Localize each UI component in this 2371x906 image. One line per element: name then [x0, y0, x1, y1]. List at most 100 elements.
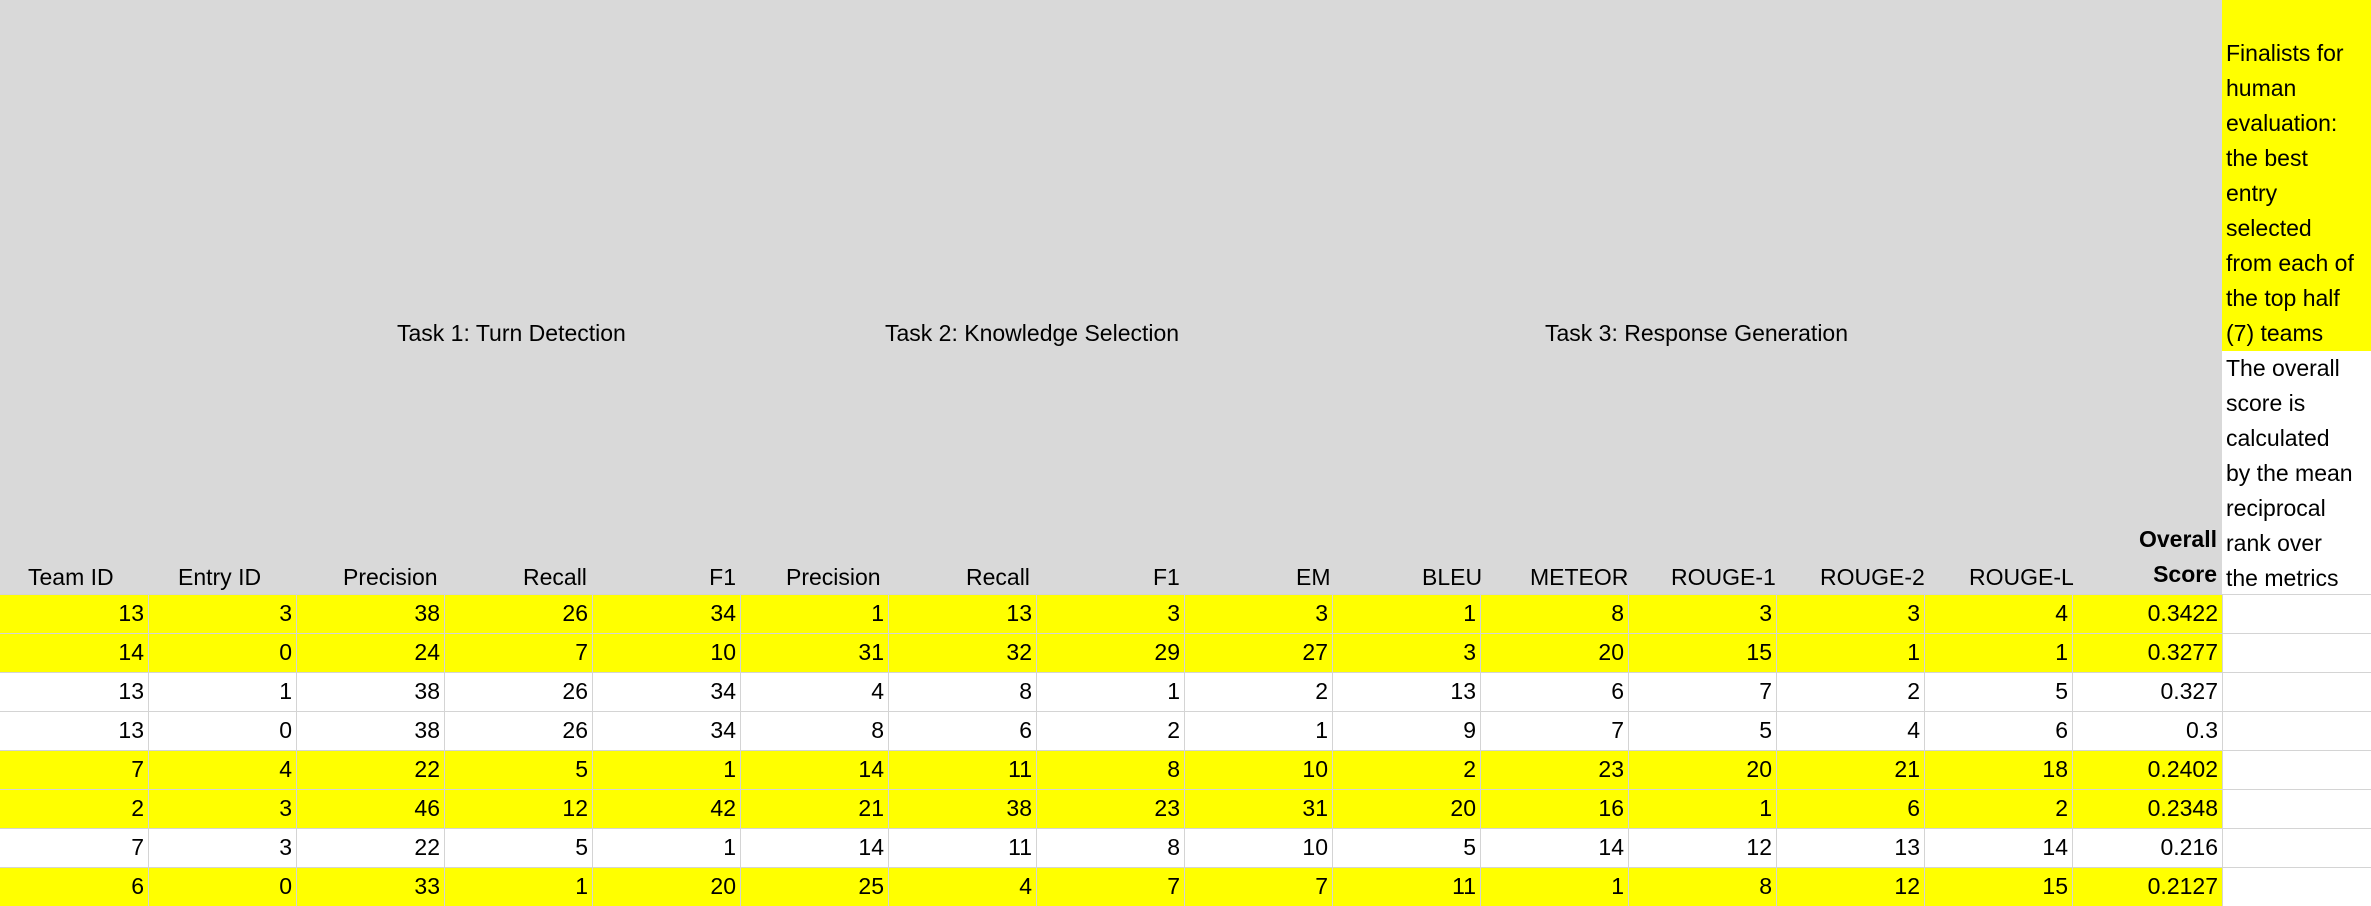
table-row[interactable]: 13 1 38 26 34 4 8 1 2 13 6 7 2 5 0.327 [0, 672, 2222, 711]
t2-recall-cell[interactable]: 8 [1019, 678, 1032, 704]
rougel-cell[interactable]: 4 [2055, 600, 2068, 626]
table-row[interactable]: 7 4 22 5 1 14 11 8 10 2 23 20 21 18 0.24… [0, 750, 2222, 789]
entry-id-cell[interactable]: 1 [279, 678, 292, 704]
col-rouge2[interactable]: ROUGE-2 [1820, 564, 1925, 590]
rouge1-cell[interactable]: 1 [1759, 795, 1772, 821]
t2-precision-cell[interactable]: 31 [858, 639, 884, 665]
rouge2-cell[interactable]: 4 [1907, 717, 1920, 743]
meteor-cell[interactable]: 6 [1611, 678, 1624, 704]
t2-f1-cell[interactable]: 3 [1167, 600, 1180, 626]
table-row[interactable]: 13 0 38 26 34 8 6 2 1 9 7 5 4 6 0.3 [0, 711, 2222, 750]
rouge1-cell[interactable]: 3 [1759, 600, 1772, 626]
col-entry-id[interactable]: Entry ID [178, 564, 262, 590]
bleu-cell[interactable]: 2 [1463, 756, 1476, 782]
em-cell[interactable]: 7 [1315, 873, 1328, 899]
col-bleu[interactable]: BLEU [1422, 564, 1483, 590]
rougel-cell[interactable]: 2 [2055, 795, 2068, 821]
rougel-cell[interactable]: 1 [2055, 639, 2068, 665]
col-overall-score[interactable]: Overall Score [2070, 522, 2217, 592]
t2-f1-cell[interactable]: 2 [1167, 717, 1180, 743]
entry-id-cell[interactable]: 3 [279, 834, 292, 860]
bleu-cell[interactable]: 9 [1463, 717, 1476, 743]
t1-precision-cell[interactable]: 22 [414, 756, 440, 782]
col-t2-recall[interactable]: Recall [966, 564, 1030, 590]
em-cell[interactable]: 31 [1302, 795, 1328, 821]
rouge2-cell[interactable]: 12 [1894, 873, 1920, 899]
col-t2-precision[interactable]: Precision [786, 564, 881, 590]
meteor-cell[interactable]: 20 [1598, 639, 1624, 665]
t2-f1-cell[interactable]: 8 [1167, 834, 1180, 860]
entry-id-cell[interactable]: 4 [279, 756, 292, 782]
table-row[interactable]: 13 3 38 26 34 1 13 3 3 1 8 3 3 4 0.3422 [0, 594, 2222, 633]
rougel-cell[interactable]: 18 [2042, 756, 2068, 782]
t2-precision-cell[interactable]: 8 [871, 717, 884, 743]
t2-f1-cell[interactable]: 8 [1167, 756, 1180, 782]
t2-recall-cell[interactable]: 11 [1008, 834, 1032, 860]
bleu-cell[interactable]: 20 [1450, 795, 1476, 821]
t1-recall-cell[interactable]: 1 [575, 873, 588, 899]
overall-score-cell[interactable]: 0.2402 [2147, 756, 2218, 782]
meteor-cell[interactable]: 7 [1611, 717, 1624, 743]
overall-score-cell[interactable]: 0.216 [2160, 834, 2218, 860]
t1-precision-cell[interactable]: 46 [414, 795, 440, 821]
table-row[interactable]: 2 3 46 12 42 21 38 23 31 20 16 1 6 2 0.2… [0, 789, 2222, 828]
t1-recall-cell[interactable]: 12 [562, 795, 588, 821]
t2-recall-cell[interactable]: 32 [1006, 639, 1032, 665]
overall-score-cell[interactable]: 0.3 [2186, 717, 2218, 743]
em-cell[interactable]: 2 [1315, 678, 1328, 704]
team-id-cell[interactable]: 13 [118, 678, 144, 704]
rouge2-cell[interactable]: 3 [1907, 600, 1920, 626]
t2-precision-cell[interactable]: 14 [858, 756, 884, 782]
team-id-cell[interactable]: 6 [131, 873, 144, 899]
entry-id-cell[interactable]: 3 [279, 600, 292, 626]
rouge2-cell[interactable]: 6 [1907, 795, 1920, 821]
rougel-cell[interactable]: 15 [2042, 873, 2068, 899]
team-id-cell[interactable]: 2 [131, 795, 144, 821]
team-id-cell[interactable]: 13 [118, 717, 144, 743]
t1-recall-cell[interactable]: 5 [575, 756, 588, 782]
col-rougel[interactable]: ROUGE-L [1969, 564, 2074, 590]
team-id-cell[interactable]: 13 [118, 600, 144, 626]
rouge1-cell[interactable]: 7 [1759, 678, 1772, 704]
table-row[interactable]: 7 3 22 5 1 14 11 8 10 5 14 12 13 14 0.21… [0, 828, 2222, 867]
col-t1-recall[interactable]: Recall [523, 564, 587, 590]
overall-score-cell[interactable]: 0.2127 [2147, 873, 2218, 899]
col-rouge1[interactable]: ROUGE-1 [1671, 564, 1776, 590]
col-t1-f1[interactable]: F1 [709, 564, 736, 590]
meteor-cell[interactable]: 8 [1611, 600, 1624, 626]
t2-recall-cell[interactable]: 13 [1006, 600, 1032, 626]
overall-score-cell[interactable]: 0.3277 [2147, 639, 2218, 665]
t1-f1-cell[interactable]: 42 [710, 795, 736, 821]
bleu-cell[interactable]: 13 [1450, 678, 1476, 704]
rougel-cell[interactable]: 6 [2055, 717, 2068, 743]
overall-score-cell[interactable]: 0.3422 [2147, 600, 2218, 626]
team-id-cell[interactable]: 7 [131, 756, 144, 782]
overall-score-cell[interactable]: 0.327 [2160, 678, 2218, 704]
rouge1-cell[interactable]: 8 [1759, 873, 1772, 899]
t1-recall-cell[interactable]: 26 [562, 678, 588, 704]
bleu-cell[interactable]: 5 [1463, 834, 1476, 860]
rouge2-cell[interactable]: 2 [1907, 678, 1920, 704]
rougel-cell[interactable]: 14 [2042, 834, 2068, 860]
entry-id-cell[interactable]: 0 [279, 717, 292, 743]
rouge2-cell[interactable]: 13 [1894, 834, 1920, 860]
em-cell[interactable]: 3 [1315, 600, 1328, 626]
rouge1-cell[interactable]: 12 [1746, 834, 1772, 860]
meteor-cell[interactable]: 16 [1598, 795, 1624, 821]
t1-f1-cell[interactable]: 20 [710, 873, 736, 899]
t1-recall-cell[interactable]: 5 [575, 834, 588, 860]
bleu-cell[interactable]: 1 [1463, 600, 1476, 626]
t1-precision-cell[interactable]: 33 [414, 873, 440, 899]
rouge1-cell[interactable]: 5 [1759, 717, 1772, 743]
meteor-cell[interactable]: 23 [1598, 756, 1624, 782]
table-row[interactable]: 14 0 24 7 10 31 32 29 27 3 20 15 1 1 0.3… [0, 633, 2222, 672]
t2-f1-cell[interactable]: 1 [1167, 678, 1180, 704]
bleu-cell[interactable]: 3 [1463, 639, 1476, 665]
meteor-cell[interactable]: 1 [1611, 873, 1624, 899]
team-id-cell[interactable]: 7 [131, 834, 144, 860]
col-t2-f1[interactable]: F1 [1153, 564, 1180, 590]
entry-id-cell[interactable]: 0 [279, 639, 292, 665]
t2-f1-cell[interactable]: 7 [1167, 873, 1180, 899]
t2-recall-cell[interactable]: 11 [1008, 756, 1032, 782]
em-cell[interactable]: 1 [1315, 717, 1328, 743]
